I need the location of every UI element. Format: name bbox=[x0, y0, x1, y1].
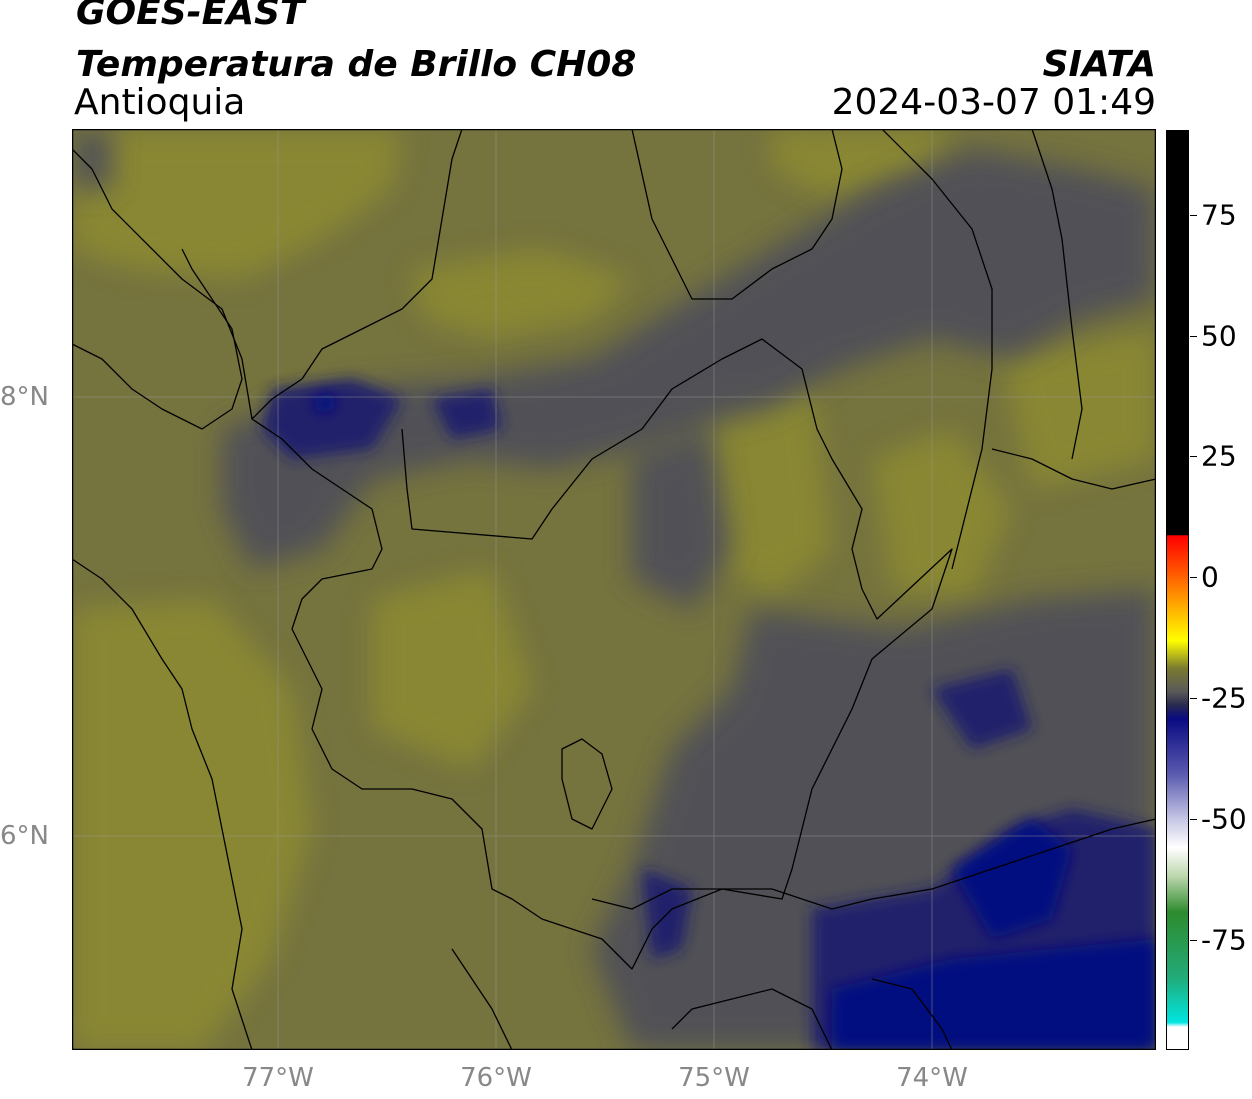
boundary-lines bbox=[72, 129, 1156, 1050]
lon-label-76w: 76°W bbox=[460, 1063, 532, 1093]
border-cordoba bbox=[301, 129, 463, 380]
colorbar-label-25: 25 bbox=[1201, 439, 1237, 473]
lat-label-8n: 8°N bbox=[0, 382, 49, 412]
colorbar-tick bbox=[1190, 698, 1197, 699]
colorbar-tick bbox=[1190, 456, 1197, 457]
datetime-label: 2024-03-07 01:49 bbox=[831, 82, 1156, 123]
lat-label-6n: 6°N bbox=[0, 821, 49, 851]
border-magdalena-river bbox=[991, 448, 1156, 490]
medellin-area bbox=[561, 738, 613, 830]
lon-label-74w: 74°W bbox=[896, 1063, 968, 1093]
border-south-3 bbox=[871, 978, 953, 1050]
satellite-title: GOES-EAST bbox=[76, 0, 305, 33]
colorbar-label-0: 0 bbox=[1201, 560, 1219, 594]
border-bolivar bbox=[631, 129, 843, 300]
colorbar-label-minus75: -75 bbox=[1201, 923, 1247, 957]
coastline-uraba bbox=[72, 248, 243, 430]
lon-label-77w: 77°W bbox=[242, 1063, 314, 1093]
organization-label: SIATA bbox=[1042, 44, 1156, 85]
choco-border bbox=[72, 148, 253, 420]
border-santander bbox=[881, 129, 993, 570]
colorbar-tick bbox=[1190, 336, 1197, 337]
border-south-1 bbox=[451, 948, 513, 1050]
lon-label-75w: 75°W bbox=[678, 1063, 750, 1093]
lat-lon-grid bbox=[72, 129, 1156, 1050]
border-east bbox=[1031, 129, 1083, 460]
border-caldas bbox=[591, 818, 1156, 910]
deep-blue-cold-tops bbox=[312, 391, 1156, 1050]
colorbar bbox=[1166, 130, 1189, 1050]
colorbar-label-minus25: -25 bbox=[1201, 681, 1247, 715]
region-label: Antioquia bbox=[74, 82, 246, 123]
colorbar-tick bbox=[1190, 577, 1197, 578]
colorbar-label-75: 75 bbox=[1201, 198, 1237, 232]
border-south-2 bbox=[671, 988, 833, 1050]
product-title: Temperatura de Brillo CH08 bbox=[76, 44, 637, 85]
river-atrato bbox=[72, 558, 253, 1050]
colorbar-tick bbox=[1190, 215, 1197, 216]
colorbar-tick bbox=[1190, 819, 1197, 820]
brightness-temperature-map bbox=[72, 129, 1156, 1050]
colorbar-label-50: 50 bbox=[1201, 319, 1237, 353]
colorbar-label-minus50: -50 bbox=[1201, 802, 1247, 836]
colorbar-tick bbox=[1190, 940, 1197, 941]
